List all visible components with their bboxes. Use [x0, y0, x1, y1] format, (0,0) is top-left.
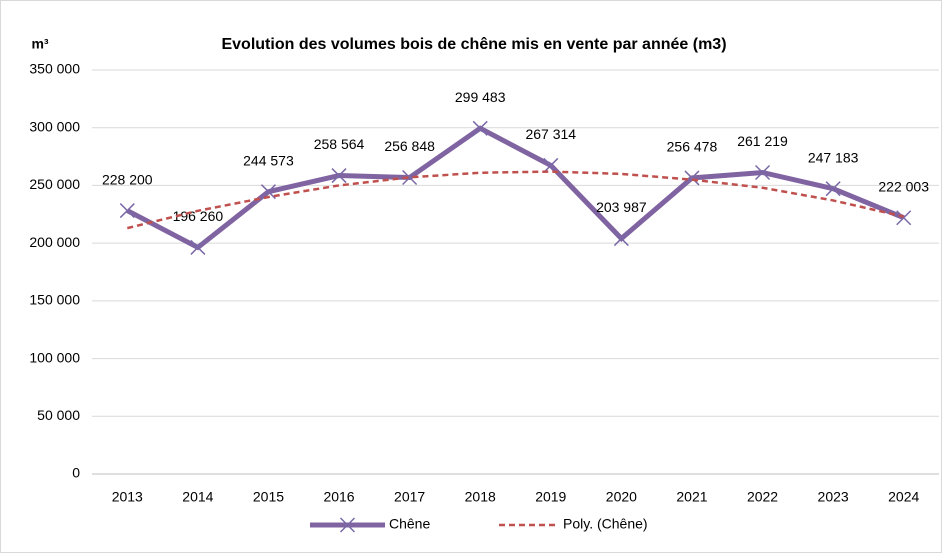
x-tick-label: 2016 — [323, 489, 354, 505]
data-label: 222 003 — [878, 178, 929, 194]
marker — [331, 168, 347, 184]
data-label: 299 483 — [455, 89, 506, 105]
data-label: 244 573 — [243, 152, 294, 168]
y-tick-label: 300 000 — [29, 118, 80, 134]
x-tick-label: 2017 — [394, 489, 425, 505]
x-tick-label: 2020 — [606, 489, 637, 505]
x-tick-label: 2022 — [747, 489, 778, 505]
marker — [825, 181, 841, 197]
y-tick-label: 200 000 — [29, 234, 80, 250]
x-tick-label: 2015 — [253, 489, 284, 505]
x-tick-label: 2024 — [888, 489, 919, 505]
x-tick-label: 2013 — [112, 489, 143, 505]
x-tick-label: 2014 — [182, 489, 213, 505]
marker — [684, 170, 700, 186]
chart-title: Evolution des volumes bois de chêne mis … — [221, 36, 726, 53]
y-tick-label: 150 000 — [29, 292, 80, 308]
data-label: 196 260 — [173, 208, 224, 224]
data-label: 228 200 — [102, 171, 153, 187]
marker — [896, 210, 912, 226]
marker — [543, 157, 559, 173]
y-tick-label: 100 000 — [29, 349, 80, 365]
x-tick-label: 2021 — [676, 489, 707, 505]
legend-label: Chêne — [389, 516, 430, 532]
legend-label: Poly. (Chêne) — [563, 516, 648, 532]
marker — [755, 164, 771, 181]
x-tick-label: 2018 — [465, 489, 496, 505]
legend-marker — [339, 517, 356, 533]
marker — [472, 120, 488, 136]
data-label: 247 183 — [808, 149, 859, 165]
data-label: 256 478 — [667, 139, 718, 155]
y-axis-label: m³ — [31, 36, 48, 52]
marker — [613, 231, 629, 247]
series-line — [126, 125, 905, 251]
x-tick-label: 2023 — [818, 489, 849, 505]
data-label: 258 564 — [314, 136, 365, 152]
y-tick-label: 50 000 — [37, 407, 80, 423]
data-label: 203 987 — [596, 199, 647, 215]
data-label: 256 848 — [384, 138, 435, 154]
marker — [260, 184, 276, 200]
y-tick-label: 350 000 — [29, 61, 80, 77]
y-tick-label: 250 000 — [29, 176, 80, 192]
marker — [119, 203, 135, 219]
y-tick-label: 0 — [72, 465, 80, 481]
data-label: 261 219 — [737, 133, 788, 149]
marker — [190, 239, 206, 255]
data-label: 267 314 — [525, 126, 576, 142]
trend-line — [126, 170, 904, 230]
x-tick-label: 2019 — [535, 489, 566, 505]
marker — [402, 169, 418, 186]
